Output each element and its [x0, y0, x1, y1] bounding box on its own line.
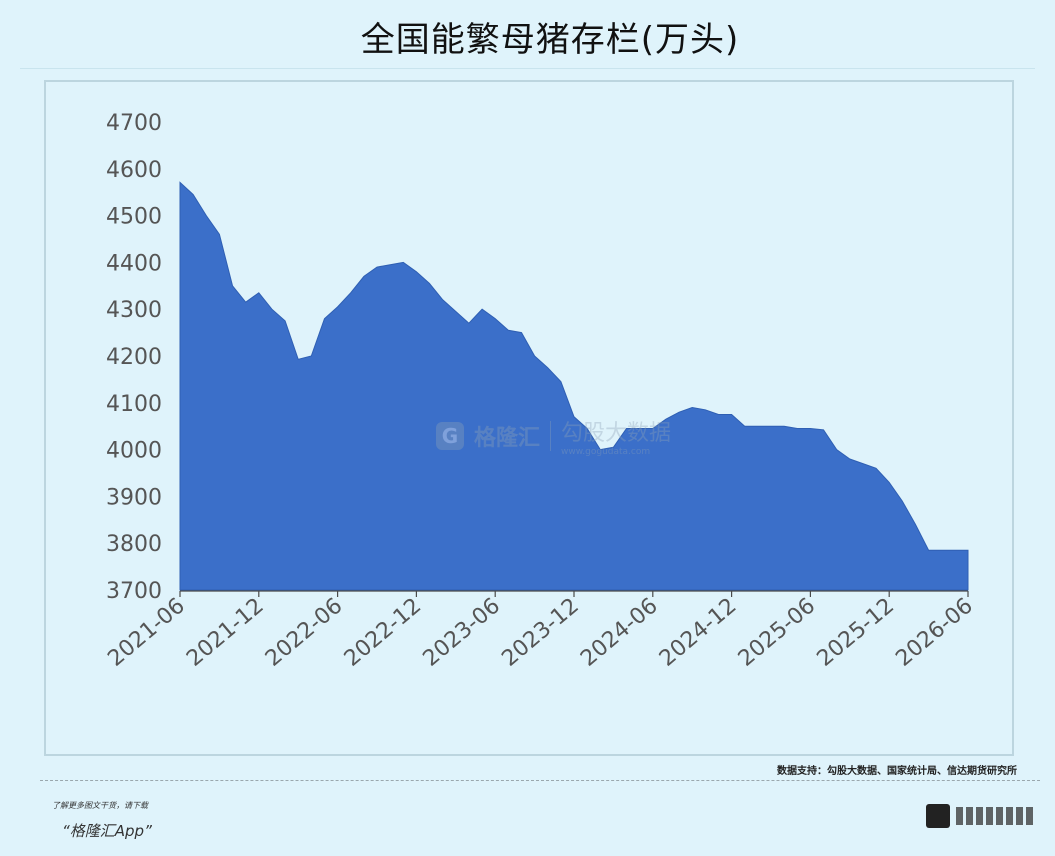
y-tick-label: 4100 [106, 392, 162, 417]
x-tick-label: 2024-12 [655, 593, 741, 671]
y-tick-label: 4200 [106, 345, 162, 370]
x-tick-label: 2021-06 [103, 593, 189, 671]
series-area [179, 181, 969, 591]
x-tick-label: 2025-06 [734, 593, 820, 671]
y-tick-label: 4700 [106, 111, 162, 136]
x-tick-label: 2025-12 [813, 593, 899, 671]
title-divider [20, 68, 1035, 69]
page-title: 全国能繁母猪存栏(万头) [360, 20, 740, 60]
watermark-logo-icon: G [436, 422, 464, 450]
brand-wordmark-icon [956, 807, 1036, 825]
watermark-separator [550, 421, 552, 451]
footer-divider [40, 780, 1040, 781]
x-tick-label: 2024-06 [576, 593, 662, 671]
y-tick-label: 3800 [106, 532, 162, 557]
promo-text: 了解更多图文干货，请下载 [52, 801, 148, 810]
x-tick-label: 2023-06 [419, 593, 505, 671]
watermark: G 格隆汇 勾股大数据 www.gogudata.com [436, 415, 671, 457]
app-name: “格隆汇App” [62, 822, 152, 840]
x-tick-label: 2022-06 [261, 593, 347, 671]
y-tick-label: 4600 [106, 158, 162, 183]
brand-mark-icon [926, 804, 950, 828]
chart-panel: 3700 3800 3900 4000 4100 4200 4300 4400 4500 4600… [44, 80, 1014, 756]
x-tick-label: 2022-12 [340, 593, 426, 671]
watermark-site-url: www.gogudata.com [561, 447, 651, 457]
y-tick-label: 4300 [106, 298, 162, 323]
data-source: 数据支持：勾股大数据、国家统计局、信达期货研究所 [777, 766, 1017, 777]
x-tick-label: 2026-06 [891, 593, 977, 671]
x-tick-label: 2023-12 [497, 593, 583, 671]
y-tick-label: 3700 [106, 579, 162, 604]
x-tick-label: 2021-12 [182, 593, 268, 671]
y-tick-label: 3900 [106, 485, 162, 510]
y-tick-label: 4400 [106, 251, 162, 276]
y-tick-label: 4500 [106, 205, 162, 230]
area-chart: 3700 3800 3900 4000 4100 4200 4300 4400 4500 4600… [103, 111, 977, 672]
y-tick-label: 4000 [106, 439, 162, 464]
brand-logo [926, 803, 1038, 829]
watermark-brand: 格隆汇 [474, 426, 541, 451]
watermark-site-name: 勾股大数据 [561, 421, 672, 446]
